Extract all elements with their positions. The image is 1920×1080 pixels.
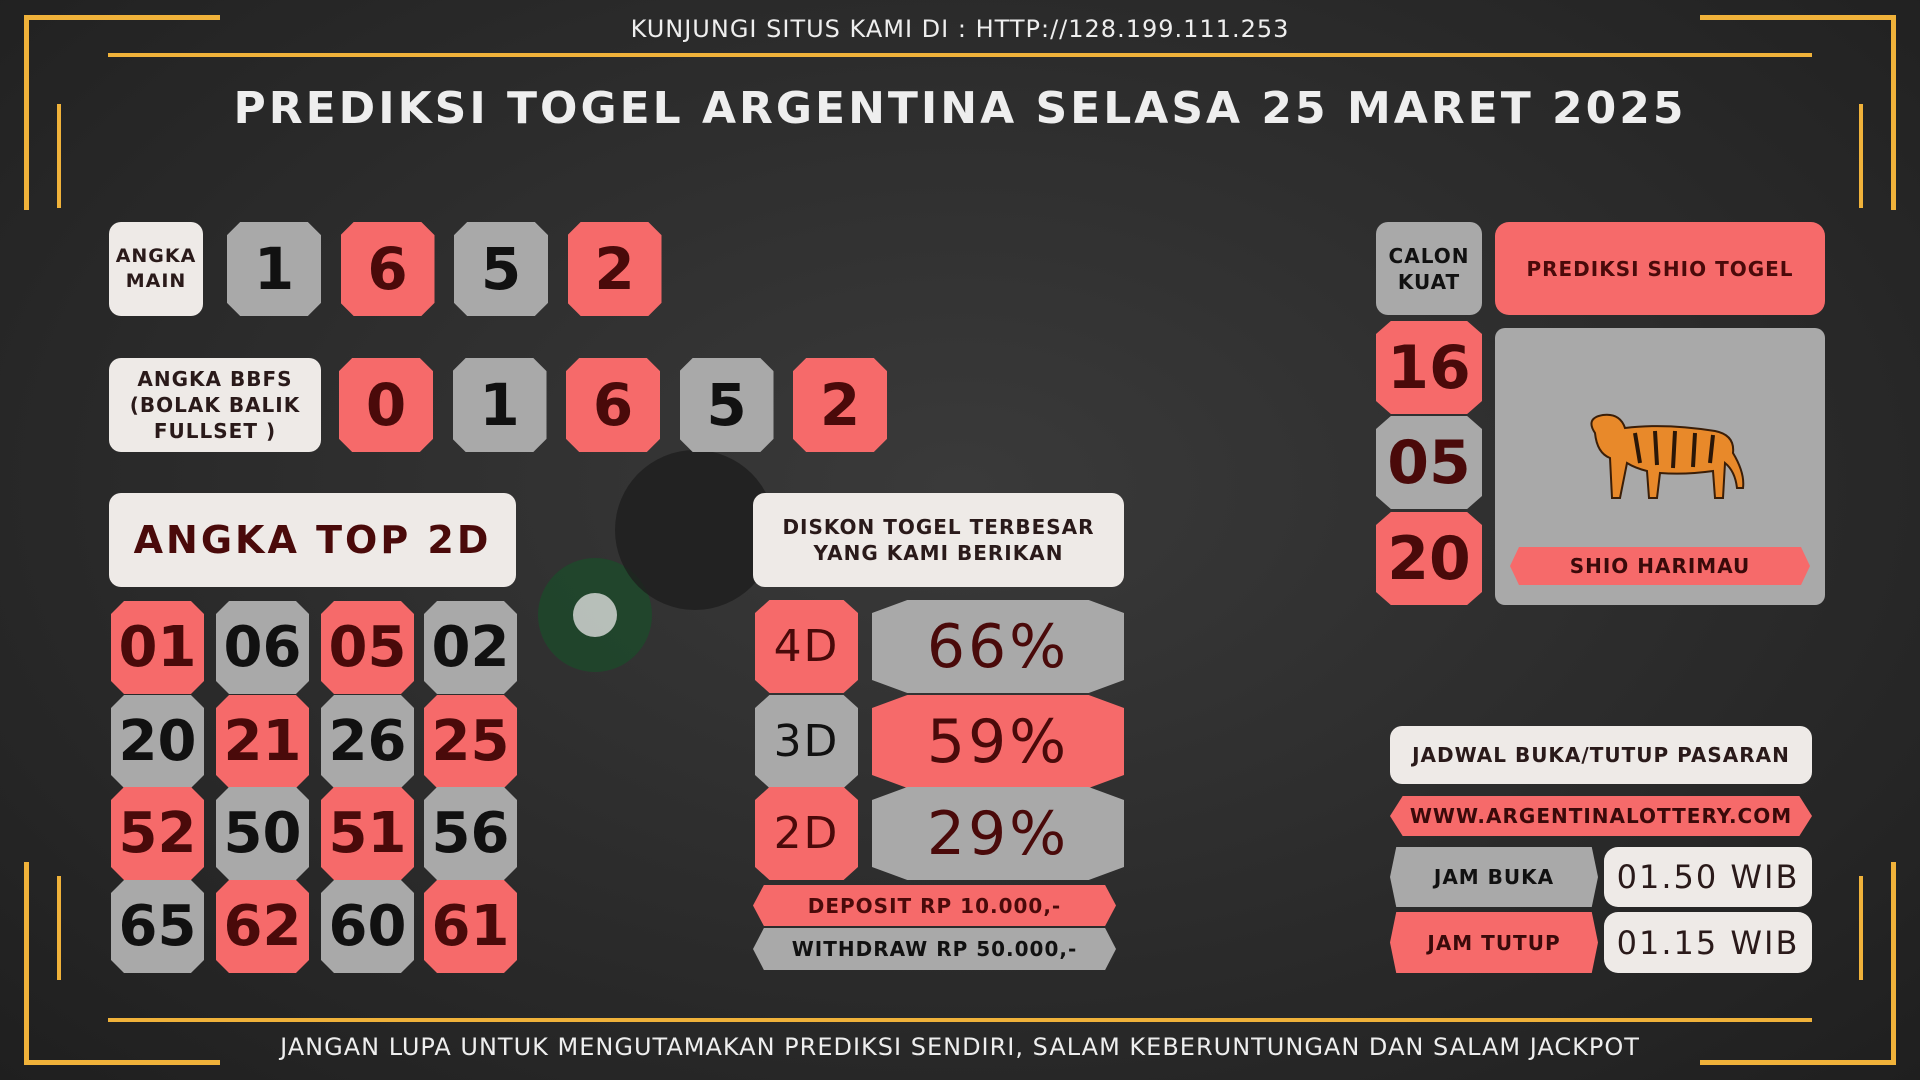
- deposit: DEPOSIT RP 10.000,-: [753, 885, 1116, 926]
- diskon-label: 4D: [755, 600, 858, 693]
- shio-title: PREDIKSI SHIO TOGEL: [1495, 222, 1825, 315]
- frame-corner: [24, 15, 29, 210]
- calon-number: 16: [1376, 321, 1482, 414]
- angka-main-label: ANGKA MAIN: [109, 222, 203, 316]
- divider: [108, 1018, 1812, 1022]
- diskon-label: 2D: [755, 787, 858, 880]
- frame-line: [1859, 104, 1863, 208]
- top2d-label: ANGKA TOP 2D: [109, 493, 516, 587]
- buka-time: 01.50 WIB: [1604, 847, 1812, 907]
- bbfs-digit: 1: [452, 358, 547, 452]
- decor-balls: [538, 450, 770, 672]
- top2d-number: 26: [321, 695, 414, 788]
- frame-corner: [1700, 1060, 1896, 1065]
- top2d-number: 21: [216, 695, 309, 788]
- top2d-number: 51: [321, 787, 414, 880]
- divider: [108, 53, 1812, 57]
- tiger-icon: [1590, 413, 1745, 499]
- bbfs-digit: 2: [793, 358, 887, 452]
- frame-line: [1859, 876, 1863, 980]
- top2d-number: 05: [321, 601, 414, 694]
- calon-label: CALON KUAT: [1376, 222, 1482, 315]
- frame-line: [57, 104, 61, 208]
- diskon-value: 66%: [872, 600, 1124, 693]
- frame-corner: [1700, 15, 1896, 20]
- tutup-label: JAM TUTUP: [1390, 912, 1598, 973]
- top2d-number: 50: [216, 787, 309, 880]
- main-digit: 5: [454, 222, 548, 316]
- jadwal-title: JADWAL BUKA/TUTUP PASARAN: [1390, 726, 1812, 784]
- frame-corner: [24, 1060, 220, 1065]
- tutup-time: 01.15 WIB: [1604, 912, 1812, 973]
- frame-corner: [1891, 862, 1896, 1065]
- frame-corner: [24, 15, 220, 20]
- frame-corner: [24, 862, 29, 1065]
- title: PREDIKSI TOGEL ARGENTINA SELASA 25 MARET…: [233, 82, 1687, 134]
- top2d-number: 25: [424, 695, 517, 788]
- top2d-number: 62: [216, 880, 309, 973]
- top2d-number: 56: [424, 787, 517, 880]
- main-digit: 2: [567, 222, 662, 316]
- top2d-number: 01: [111, 601, 204, 694]
- frame-corner: [1891, 15, 1896, 210]
- top2d-number: 20: [111, 695, 204, 788]
- bbfs-digit: 6: [566, 358, 660, 452]
- shio-panel: SHIO HARIMAU: [1495, 328, 1825, 605]
- frame-line: [57, 876, 61, 980]
- diskon-value: 29%: [872, 787, 1124, 880]
- top2d-number: 02: [424, 601, 517, 694]
- diskon-label: 3D: [755, 695, 858, 788]
- top2d-number: 52: [111, 787, 204, 880]
- calon-number: 20: [1376, 512, 1482, 605]
- bbfs-label: ANGKA BBFS (BOLAK BALIK FULLSET ): [109, 358, 321, 452]
- bbfs-digit: 0: [339, 358, 433, 452]
- top2d-number: 61: [424, 880, 517, 973]
- diskon-value: 59%: [872, 695, 1124, 788]
- top2d-number: 60: [321, 880, 414, 973]
- withdraw: WITHDRAW RP 50.000,-: [753, 928, 1116, 970]
- main-digit: 1: [227, 222, 321, 316]
- buka-label: JAM BUKA: [1390, 847, 1598, 907]
- footer: JANGAN LUPA UNTUK MENGUTAMAKAN PREDIKSI …: [280, 1033, 1640, 1061]
- site-url: KUNJUNGI SITUS KAMI DI : HTTP://128.199.…: [630, 15, 1290, 43]
- diskon-title: DISKON TOGEL TERBESAR YANG KAMI BERIKAN: [753, 493, 1124, 587]
- top2d-number: 06: [216, 601, 309, 694]
- main-digit: 6: [340, 222, 435, 316]
- shio-name: SHIO HARIMAU: [1510, 547, 1810, 585]
- bbfs-digit: 5: [679, 358, 774, 452]
- top2d-number: 65: [111, 880, 204, 973]
- jadwal-website: WWW.ARGENTINALOTTERY.COM: [1390, 796, 1812, 836]
- calon-number: 05: [1376, 416, 1482, 509]
